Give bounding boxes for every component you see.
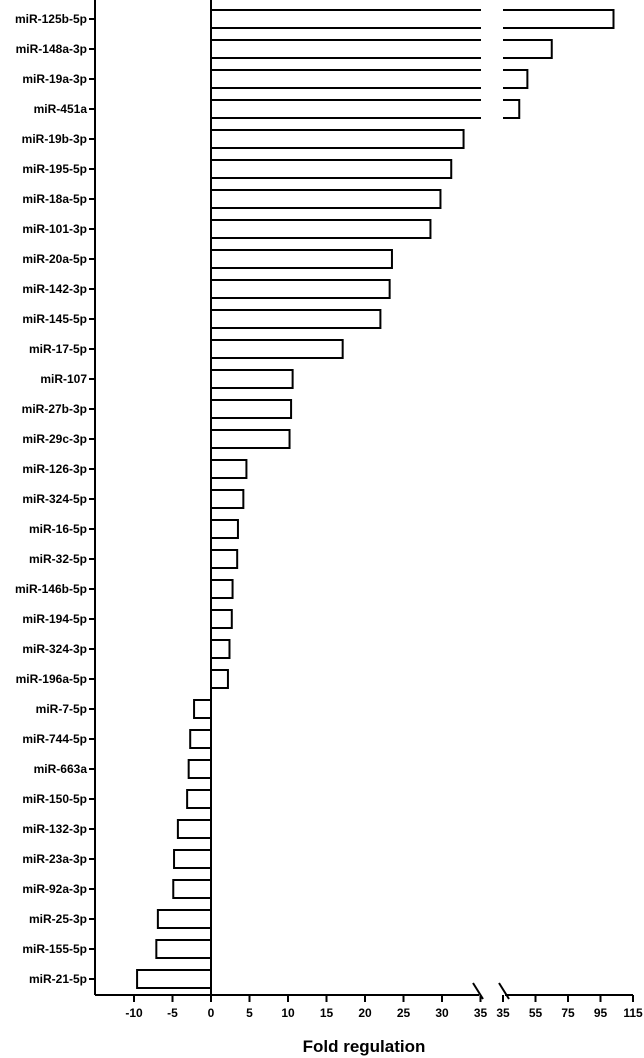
bar-miR-20a-5p (210, 249, 393, 269)
category-label-miR-23a-3p: miR-23a-3p (22, 852, 87, 866)
bars-group (136, 9, 615, 989)
x-tick-label-right-75: 75 (561, 1006, 575, 1020)
x-tick-label-left-20: 20 (358, 1006, 372, 1020)
category-label-miR-145-5p: miR-145-5p (22, 312, 87, 326)
x-tick-label-right-35: 35 (496, 1006, 510, 1020)
bar-miR-16-5p (210, 519, 239, 539)
category-labels-group: miR-125b-5p miR-148a-3p miR-19a-3p miR-451a… (15, 12, 87, 986)
bar-miR-19a-3p-right (503, 69, 529, 89)
category-label-miR-19a-3p: miR-19a-3p (22, 72, 87, 86)
bar-miR-21-5p (136, 969, 212, 989)
category-label-miR-25-3p: miR-25-3p (29, 912, 87, 926)
bar-miR-19b-3p (210, 129, 465, 149)
x-tick-label-left-25: 25 (397, 1006, 411, 1020)
category-label-miR-19b-3p: miR-19b-3p (22, 132, 87, 146)
bar-miR-148a-3p-right (503, 39, 553, 59)
bar-miR-101-3p (210, 219, 432, 239)
category-label-miR-132-3p: miR-132-3p (22, 822, 87, 836)
x-tick-label-right-95: 95 (594, 1006, 608, 1020)
bar-miR-150-5p (186, 789, 213, 809)
bar-miR-142-3p (210, 279, 391, 299)
category-label-miR-744-5p: miR-744-5p (22, 732, 87, 746)
category-label-miR-146b-5p: miR-146b-5p (15, 582, 87, 596)
category-label-miR-195-5p: miR-195-5p (22, 162, 87, 176)
bar-miR-27b-3p (210, 399, 293, 419)
bar-miR-155-5p (155, 939, 212, 959)
bar-miR-132-3p (176, 819, 212, 839)
x-tick-label-left-35: 35 (474, 1006, 488, 1020)
category-label-miR-107: miR-107 (40, 372, 87, 386)
x-tick-label-left-5: 5 (246, 1006, 253, 1020)
category-label-miR-125b-5p: miR-125b-5p (15, 12, 87, 26)
category-label-miR-150-5p: miR-150-5p (22, 792, 87, 806)
x-tick-label-right-55: 55 (529, 1006, 543, 1020)
category-label-miR-29c-3p: miR-29c-3p (22, 432, 87, 446)
category-label-miR-7-5p: miR-7-5p (36, 702, 87, 716)
bar-miR-194-5p (210, 609, 233, 629)
bar-miR-125b-5p-right (503, 9, 615, 29)
category-label-miR-17-5p: miR-17-5p (29, 342, 87, 356)
bar-miR-324-3p (210, 639, 231, 659)
axis-break-mark-right (498, 982, 510, 1000)
bar-miR-32-5p (210, 549, 239, 569)
category-label-miR-324-5p: miR-324-5p (22, 492, 87, 506)
x-tick-label-left-0: 0 (208, 1006, 215, 1020)
x-ticks-group: -10 -5 0 5 10 15 20 25 30 35 35 55 75 95 115 (125, 995, 643, 1020)
category-label-miR-196a-5p: miR-196a-5p (16, 672, 87, 686)
bar-miR-125b-5p-left (210, 9, 481, 29)
category-label-miR-324-3p: miR-324-3p (22, 642, 87, 656)
bar-miR-29c-3p (210, 429, 291, 449)
bar-miR-23a-3p (173, 849, 212, 869)
category-label-miR-27b-3p: miR-27b-3p (22, 402, 87, 416)
bar-miR-663a (187, 759, 212, 779)
axes-group (89, 0, 633, 1000)
bar-miR-148a-3p-left (210, 39, 481, 59)
x-tick-label-left-10: 10 (281, 1006, 295, 1020)
x-tick-label-left-30: 30 (435, 1006, 449, 1020)
bar-miR-19a-3p-left (210, 69, 481, 89)
category-label-miR-663a: miR-663a (34, 762, 88, 776)
category-label-miR-148a-3p: miR-148a-3p (16, 42, 87, 56)
bar-miR-324-5p (210, 489, 245, 509)
x-tick-label-left--5: -5 (167, 1006, 178, 1020)
bar-miR-92a-3p (172, 879, 213, 899)
x-axis-title: Fold regulation (303, 1037, 426, 1056)
category-label-miR-16-5p: miR-16-5p (29, 522, 87, 536)
bar-miR-195-5p (210, 159, 453, 179)
bar-miR-126-3p (210, 459, 248, 479)
category-label-miR-126-3p: miR-126-3p (22, 462, 87, 476)
category-label-miR-92a-3p: miR-92a-3p (22, 882, 87, 896)
category-label-miR-142-3p: miR-142-3p (22, 282, 87, 296)
category-label-miR-155-5p: miR-155-5p (22, 942, 87, 956)
category-label-miR-194-5p: miR-194-5p (22, 612, 87, 626)
category-label-miR-32-5p: miR-32-5p (29, 552, 87, 566)
x-tick-label-left--10: -10 (125, 1006, 143, 1020)
category-label-miR-18a-5p: miR-18a-5p (22, 192, 87, 206)
bar-miR-7-5p (193, 699, 212, 719)
bar-miR-25-3p (156, 909, 212, 929)
bar-miR-17-5p (210, 339, 344, 359)
bar-miR-744-5p (189, 729, 213, 749)
bar-miR-18a-5p (210, 189, 442, 209)
bar-miR-196a-5p (210, 669, 229, 689)
bar-miR-107 (210, 369, 294, 389)
bar-miR-451a-left (210, 99, 481, 119)
bar-miR-451a-right (503, 99, 521, 119)
category-label-miR-20a-5p: miR-20a-5p (22, 252, 87, 266)
category-label-miR-101-3p: miR-101-3p (22, 222, 87, 236)
category-label-miR-21-5p: miR-21-5p (29, 972, 87, 986)
bar-miR-146b-5p (210, 579, 234, 599)
bar-miR-145-5p (210, 309, 382, 329)
category-label-miR-451a: miR-451a (34, 102, 88, 116)
x-tick-label-right-115: 115 (623, 1006, 643, 1020)
x-tick-label-left-15: 15 (320, 1006, 334, 1020)
